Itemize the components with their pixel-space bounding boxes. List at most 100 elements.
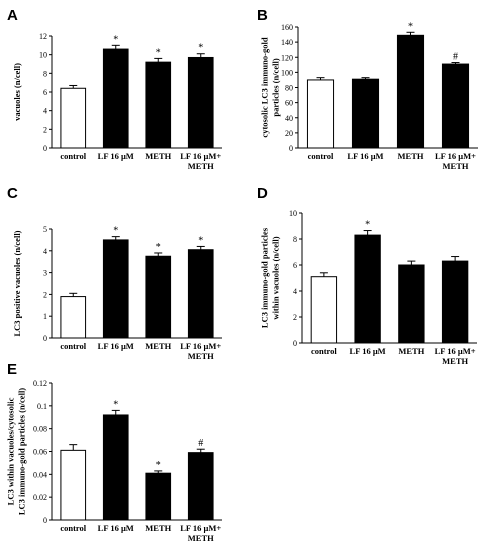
panel-letter: E xyxy=(7,361,17,378)
y-tick-label: 160 xyxy=(281,23,293,32)
panel-letter: B xyxy=(257,7,268,24)
y-tick-label: 10 xyxy=(289,209,297,218)
y-tick-label: 5 xyxy=(43,225,47,234)
y-tick-label: 12 xyxy=(39,32,47,41)
y-tick-label: 8 xyxy=(43,69,47,78)
significance-mark: * xyxy=(198,43,203,54)
significance-mark: * xyxy=(113,399,118,410)
significance-mark: * xyxy=(156,47,161,58)
category-label: LF 16 μM+ xyxy=(180,341,221,351)
bar xyxy=(187,452,214,521)
panel-d: D 0 2 4 6 8 10 LC3 immuno-gold particles within … xyxy=(257,185,477,366)
y-tick-label: 0.06 xyxy=(33,448,47,457)
bar xyxy=(187,249,214,339)
category-label: control xyxy=(60,341,86,351)
category-label: LF 16 μM xyxy=(98,341,134,351)
category-label: LF 16 μM xyxy=(98,151,134,161)
category-label: control xyxy=(311,346,337,356)
significance-mark: * xyxy=(365,220,370,231)
panel-b: B 0 20 40 60 80 100 120 140 160 cytosolic LC3 immu… xyxy=(257,7,478,171)
panel-e: E 0 0.02 0.04 0.06 0.08 0.1 0.12 LC3 within vacu… xyxy=(6,361,222,543)
significance-mark: * xyxy=(113,226,118,237)
bar xyxy=(102,239,129,339)
y-tick-label: 0.08 xyxy=(33,425,47,434)
y-tick-label: 0 xyxy=(43,334,47,343)
category-label: LF 16 μM xyxy=(347,151,383,161)
y-tick-label: 2 xyxy=(43,125,47,134)
y-axis-label: LC3 within vacuoles/cytosolic xyxy=(6,397,16,505)
category-label: LF 16 μM+ xyxy=(435,346,476,356)
y-tick-label: 6 xyxy=(43,88,47,97)
y-tick-label: 2 xyxy=(43,290,47,299)
bar xyxy=(60,296,87,339)
bar xyxy=(396,34,425,149)
category-label: LF 16 μM xyxy=(350,346,386,356)
bar xyxy=(398,264,425,344)
category-label: METH xyxy=(398,346,424,356)
category-label: METH xyxy=(145,341,171,351)
y-tick-label: 0 xyxy=(43,516,47,525)
y-axis-label: cytosolic LC3 immuno-gold xyxy=(260,37,270,137)
y-tick-label: 4 xyxy=(43,247,47,256)
y-axis-label: LC3 immuno-gold particles (n/cell) xyxy=(17,388,27,515)
category-label: LF 16 μM xyxy=(98,523,134,533)
y-tick-label: 0.12 xyxy=(33,379,47,388)
y-tick-label: 0 xyxy=(289,144,293,153)
bar xyxy=(441,63,470,149)
bar xyxy=(102,414,129,521)
y-axis-label: LC3 positive vacuoles (n/cell) xyxy=(12,230,22,336)
panel-letter: A xyxy=(7,7,18,24)
y-tick-label: 0.02 xyxy=(33,493,47,502)
panel-letter: C xyxy=(7,185,18,202)
category-label: LF 16 μM+ xyxy=(435,151,476,161)
y-axis-label: within vacuoles (n/cell) xyxy=(271,236,281,319)
category-label: control xyxy=(60,151,86,161)
significance-mark: # xyxy=(453,52,458,63)
y-tick-label: 0.1 xyxy=(37,402,47,411)
bar xyxy=(354,234,381,344)
y-axis-label: particles (n/cell) xyxy=(271,58,281,116)
panel-a: A 0 2 4 6 8 10 12 vacuoles (n/cell) control * LF 16… xyxy=(7,7,222,171)
category-label: METH xyxy=(398,151,424,161)
y-axis-label: vacuoles (n/cell) xyxy=(12,63,22,121)
significance-mark: * xyxy=(156,460,161,471)
y-tick-label: 3 xyxy=(43,269,47,278)
panel-letter: D xyxy=(257,185,268,202)
category-label: LF 16 μM+ xyxy=(180,523,221,533)
category-label: METH xyxy=(188,351,214,361)
y-tick-label: 80 xyxy=(285,84,293,93)
y-tick-label: 0 xyxy=(43,144,47,153)
bar xyxy=(306,79,335,149)
category-label: METH xyxy=(188,161,214,171)
category-label: control xyxy=(308,151,334,161)
y-tick-label: 0 xyxy=(293,339,297,348)
y-tick-label: 4 xyxy=(293,287,297,296)
bar xyxy=(145,472,172,521)
y-tick-label: 1 xyxy=(43,312,47,321)
y-tick-label: 4 xyxy=(43,107,47,116)
category-label: METH xyxy=(443,161,469,171)
y-tick-label: 100 xyxy=(281,68,293,77)
category-label: METH xyxy=(145,151,171,161)
panel-c: C 0 1 2 3 4 5 LC3 positive vacuoles (n/cell) con… xyxy=(7,185,222,361)
bar xyxy=(441,260,469,344)
y-tick-label: 140 xyxy=(281,38,293,47)
bar xyxy=(310,276,338,344)
bar xyxy=(60,87,87,149)
category-label: METH xyxy=(145,523,171,533)
category-label: METH xyxy=(442,356,468,366)
y-tick-label: 60 xyxy=(285,99,293,108)
y-tick-label: 10 xyxy=(39,51,47,60)
significance-mark: # xyxy=(198,438,203,449)
significance-mark: * xyxy=(113,34,118,45)
y-tick-label: 2 xyxy=(293,313,297,322)
y-tick-label: 40 xyxy=(285,114,293,123)
y-tick-label: 0.04 xyxy=(33,470,47,479)
significance-mark: * xyxy=(198,235,203,246)
bar xyxy=(351,78,380,149)
bar xyxy=(187,56,214,149)
y-tick-label: 120 xyxy=(281,53,293,62)
bar xyxy=(145,255,172,339)
y-tick-label: 20 xyxy=(285,129,293,138)
